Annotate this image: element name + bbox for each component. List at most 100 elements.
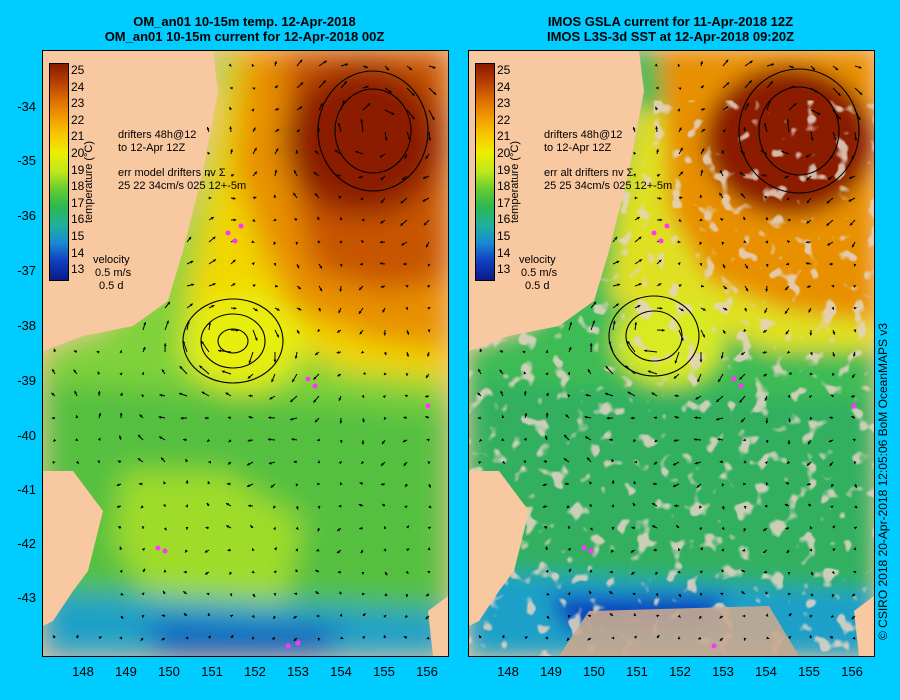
velocity-label: velocity — [519, 254, 556, 266]
err-line2: 25 25 34cm/s 025 12+-5m — [544, 180, 673, 192]
colorbar-tick-label: 23 — [71, 96, 85, 111]
colorbar — [475, 63, 495, 281]
colorbar-tick-label: 22 — [497, 112, 511, 127]
x-tick-label: 153 — [287, 664, 309, 679]
y-tick-label: -37 — [17, 263, 36, 278]
x-tick-label: 149 — [115, 664, 137, 679]
velocity-days: 0.5 d — [525, 280, 550, 292]
colorbar-tick-label: 21 — [71, 129, 85, 144]
east-land — [854, 596, 874, 656]
x-tick-label: 151 — [201, 664, 223, 679]
colorbar-tick-label: 14 — [497, 245, 511, 260]
velocity-legend: velocity 0.5 m/s 0.5 d — [93, 254, 131, 293]
colorbar-tick-label: 24 — [71, 79, 85, 94]
cloud-mask-south — [559, 606, 799, 656]
x-tick-label: 151 — [626, 664, 648, 679]
velocity-scale: 0.5 m/s — [521, 267, 558, 279]
left-title-line1: OM_an01 10-15m temp. 12-Apr-2018 — [133, 14, 356, 29]
colorbar-title: temperature (°C) — [509, 140, 521, 223]
x-tick-label: 150 — [583, 664, 605, 679]
y-tick-label: -35 — [17, 153, 36, 168]
colorbar — [49, 63, 69, 281]
colorbar-tick-label: 17 — [497, 195, 511, 210]
colorbar-tick-label: 18 — [71, 179, 85, 194]
velocity-scale: 0.5 m/s — [95, 267, 132, 279]
colorbar-tick-label: 22 — [71, 112, 85, 127]
x-tick-label: 148 — [72, 664, 94, 679]
y-tick-label: -39 — [17, 373, 36, 388]
sst-field — [43, 51, 448, 656]
colorbar-tick-label: 25 — [497, 63, 511, 77]
velocity-days: 0.5 d — [99, 280, 124, 292]
colorbar-tick-label: 19 — [71, 162, 85, 177]
right-map-svg — [469, 51, 874, 656]
left-map-svg — [43, 51, 448, 656]
y-tick-label: -43 — [17, 590, 36, 605]
velocity-vectors — [477, 59, 863, 642]
y-tick-label: -41 — [17, 482, 36, 497]
y-tick-label: -36 — [17, 208, 36, 223]
eddy-streamlines — [182, 70, 429, 384]
colorbar-tick-label: 14 — [71, 245, 85, 260]
colorbar-tick-label: 23 — [497, 96, 511, 111]
x-tick-label: 152 — [244, 664, 266, 679]
tasmania-land — [43, 471, 103, 626]
x-tick-label: 152 — [669, 664, 691, 679]
velocity-label: velocity — [93, 254, 130, 266]
colorbar-tick-label: 21 — [497, 129, 511, 144]
colorbar-tick-label: 13 — [497, 262, 511, 277]
eddy-streamlines — [608, 68, 860, 377]
colorbar-tick-label: 16 — [497, 212, 511, 227]
x-tick-label: 153 — [712, 664, 734, 679]
colorbar-tick-label: 18 — [497, 179, 511, 194]
colorbar-tick-label: 25 — [71, 63, 85, 77]
tasmania-land — [469, 471, 529, 626]
drifters-legend: drifters 48h@12 to 12-Apr 12Z — [544, 129, 622, 155]
x-tick-label: 154 — [330, 664, 352, 679]
x-tick-label: 156 — [841, 664, 863, 679]
colorbar-tick-label: 17 — [71, 195, 85, 210]
right-title-line2: IMOS L3S-3d SST at 12-Apr-2018 09:20Z — [546, 29, 795, 44]
x-tick-label: 149 — [540, 664, 562, 679]
y-tick-label: -34 — [17, 99, 36, 114]
colorbar-tick-label: 20 — [497, 146, 511, 160]
left-title-line2: OM_an01 10-15m current for 12-Apr-2018 0… — [104, 29, 385, 44]
x-tick-label: 154 — [755, 664, 777, 679]
y-tick-label: -42 — [17, 536, 36, 551]
australian-coast-land — [43, 51, 218, 351]
right-title: IMOS GSLA current for 11-Apr-2018 12Z IM… — [468, 14, 873, 44]
velocity-vectors — [51, 59, 437, 642]
colorbar-tick-label: 15 — [497, 229, 511, 243]
y-tick-label: -38 — [17, 318, 36, 333]
drifter-markers — [581, 223, 857, 649]
x-tick-label: 150 — [158, 664, 180, 679]
credit-text: © CSIRO 2018 20-Apr-2018 12:05:06 BoM Oc… — [876, 322, 890, 640]
error-stats: err model drifters nv Σ 25 22 34cm/s 025… — [118, 167, 246, 193]
y-tick-label: -40 — [17, 428, 36, 443]
drifters-legend: drifters 48h@12 to 12-Apr 12Z — [118, 129, 196, 155]
err-line2: 25 22 34cm/s 025 12+-5m — [118, 180, 247, 192]
velocity-legend: velocity 0.5 m/s 0.5 d — [519, 254, 557, 293]
error-stats: err alt drifters nv Σ 25 25 34cm/s 025 1… — [544, 167, 672, 193]
x-tick-label: 156 — [416, 664, 438, 679]
colorbar-tick-label: 15 — [71, 229, 85, 243]
err-line1: err model drifters nv Σ — [118, 167, 226, 179]
left-title: OM_an01 10-15m temp. 12-Apr-2018 OM_an01… — [42, 14, 447, 44]
colorbar-tick-label: 20 — [71, 146, 85, 160]
colorbar-tick-label: 24 — [497, 79, 511, 94]
err-line1: err alt drifters nv Σ — [544, 167, 634, 179]
right-title-line1: IMOS GSLA current for 11-Apr-2018 12Z — [547, 14, 794, 29]
colorbar-tick-label: 19 — [497, 162, 511, 177]
colorbar-tick-label: 16 — [71, 212, 85, 227]
drifters-line1: drifters 48h@12 — [118, 129, 197, 141]
drifters-line2: to 12-Apr 12Z — [544, 142, 612, 154]
x-tick-label: 155 — [798, 664, 820, 679]
x-tick-label: 155 — [373, 664, 395, 679]
drifters-line2: to 12-Apr 12Z — [118, 142, 186, 154]
colorbar-title: temperature (°C) — [83, 140, 95, 223]
right-map-panel: 25 24 23 22 21 20 19 18 17 16 15 14 13 temperature (… — [468, 50, 875, 657]
x-tick-label: 148 — [497, 664, 519, 679]
left-map-panel: 25 24 23 22 21 20 19 18 17 16 15 14 13 temperature (… — [42, 50, 449, 657]
australian-coast-land — [469, 51, 644, 351]
east-land — [428, 596, 448, 656]
